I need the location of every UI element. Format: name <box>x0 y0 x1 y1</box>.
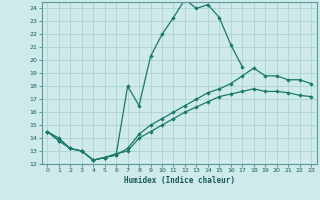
X-axis label: Humidex (Indice chaleur): Humidex (Indice chaleur) <box>124 176 235 185</box>
